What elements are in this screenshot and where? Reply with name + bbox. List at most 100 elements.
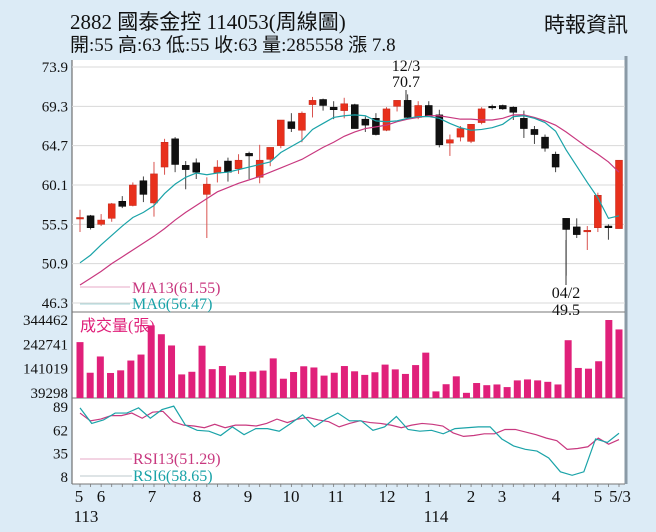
low-date-annotation: 04/2 (552, 285, 580, 302)
volume-bar (351, 371, 359, 398)
volume-bar (513, 380, 521, 398)
rsi-tick: 89 (53, 400, 68, 416)
candle (171, 138, 179, 165)
candle (160, 141, 169, 168)
price-tick: 50.9 (42, 257, 68, 273)
candle (277, 119, 285, 146)
volume-bar (279, 378, 287, 398)
price-tick: 69.3 (42, 99, 68, 115)
x-tick-month: 1 (424, 487, 433, 506)
volume-bar (239, 372, 247, 398)
candle (224, 160, 232, 173)
volume-bar (86, 372, 94, 398)
volume-bar (340, 366, 348, 398)
x-tick-month: 6 (97, 487, 106, 506)
brand-label: 時報資訊 (544, 13, 628, 37)
candle (435, 114, 444, 146)
volume-tick: 242741 (23, 337, 68, 353)
volume-bar (320, 375, 328, 398)
x-tick-month: 12 (379, 487, 396, 506)
candle (255, 159, 264, 178)
candle (351, 104, 359, 129)
volume-bar (523, 379, 531, 398)
volume-bar (117, 370, 125, 398)
volume-bar (534, 380, 542, 398)
volume-bar (462, 392, 470, 398)
candle (446, 139, 454, 144)
ma6-line (79, 114, 620, 264)
volume-bar (544, 381, 552, 398)
candle (393, 100, 401, 107)
volume-bar (208, 369, 216, 398)
volume-bar (188, 371, 196, 398)
candle (541, 136, 549, 149)
candle (414, 105, 422, 118)
candle (129, 184, 137, 206)
volume-bar (401, 373, 409, 398)
ohlc-summary: 開:55 高:63 低:55 收:63 量:285558 漲 7.8 (70, 35, 396, 56)
x-tick-month: 4 (552, 487, 561, 506)
rsi-tick: 62 (53, 423, 68, 439)
volume-tick: 141019 (23, 362, 68, 378)
volume-bar (574, 367, 582, 398)
candle (86, 215, 95, 229)
candle (319, 99, 327, 106)
candle (425, 105, 433, 117)
candle (382, 108, 391, 131)
candle (361, 118, 370, 126)
volume-bar (381, 364, 389, 398)
price-tick: 60.1 (42, 178, 68, 194)
candle (192, 162, 201, 173)
x-tick-month: 10 (283, 487, 300, 506)
price-tick: 46.3 (42, 296, 68, 312)
volume-bar (137, 354, 145, 398)
legend-ma6: MA6(56.47) (132, 296, 212, 313)
candle (266, 147, 274, 160)
x-tick-year: 114 (424, 507, 449, 526)
volume-bar (147, 325, 155, 398)
candle (477, 108, 486, 123)
volume-bar (432, 391, 440, 398)
high-value-annotation: 70.7 (392, 74, 420, 91)
volume-bar (605, 320, 613, 398)
volume-bar (442, 384, 450, 398)
volume-bars (76, 320, 623, 398)
x-tick-month: 2 (467, 487, 476, 506)
volume-bar (300, 366, 308, 398)
volume-bar (229, 375, 237, 398)
volume-tick: 39298 (31, 386, 69, 402)
volume-bar (249, 371, 257, 398)
legend-rsi6: RSI6(58.65) (133, 468, 213, 485)
candle (530, 129, 539, 135)
volume-bar (412, 365, 420, 398)
volume-bar (259, 370, 267, 398)
low-value-annotation: 49.5 (552, 302, 580, 319)
rsi13-line (79, 410, 620, 450)
candle (615, 159, 623, 229)
chart-title: 2882 國泰金控 114053(周線圖) (70, 10, 346, 34)
volume-bar (107, 372, 115, 398)
volume-bar (473, 383, 481, 398)
candle (139, 180, 148, 195)
price-tick: 73.9 (42, 60, 68, 76)
x-tick-month: 11 (328, 487, 344, 506)
ma13-line (79, 114, 620, 286)
candle (520, 118, 528, 129)
candle (604, 225, 613, 229)
high-date-annotation: 12/3 (392, 58, 420, 75)
candle (298, 112, 306, 131)
volume-bar (127, 360, 135, 398)
candle (287, 121, 296, 129)
candle (181, 165, 190, 170)
volume-bar (452, 376, 460, 398)
x-tick-month: 7 (148, 487, 157, 506)
x-tick-month: 9 (244, 487, 253, 506)
legend-ma13: MA13(61.55) (132, 280, 220, 297)
candle (509, 106, 518, 113)
candle (203, 183, 211, 195)
candle (488, 106, 496, 109)
volume-bar (76, 342, 84, 398)
legend-volume: 成交量(張) (80, 317, 155, 335)
rsi-tick: 35 (53, 447, 68, 463)
